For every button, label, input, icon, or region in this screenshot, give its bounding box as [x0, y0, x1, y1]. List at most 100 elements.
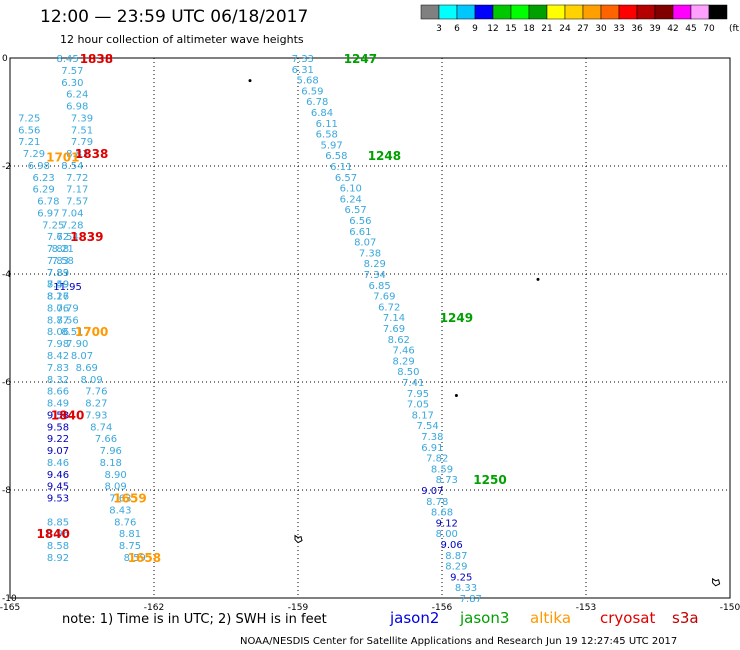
legend-label: 9 [472, 24, 478, 34]
pass-time-label: 1248 [368, 149, 401, 163]
wave-height-value: 7.83 [47, 256, 69, 267]
wave-height-value: 7.90 [66, 339, 88, 350]
wave-height-value: 8.09 [104, 482, 126, 493]
legend-swatch [474, 4, 494, 20]
wave-height-value: 7.34 [364, 270, 386, 281]
wave-height-value: 8.76 [114, 517, 136, 528]
wave-height-value: 6.24 [66, 90, 88, 101]
wave-height-value: 9.12 [436, 518, 458, 529]
wave-height-value: 8.49 [47, 399, 69, 410]
pass-time-label: 1839 [70, 230, 103, 244]
legend-swatch [564, 4, 584, 20]
wave-height-value: 7.82 [426, 454, 448, 465]
y-tick-label: -4 [2, 270, 11, 280]
wave-height-value: 7.54 [56, 232, 78, 243]
wave-height-value: 6.91 [421, 443, 443, 454]
wave-height-value: 7.72 [66, 173, 88, 184]
wave-height-value: 6.56 [349, 216, 371, 227]
legend-label: 33 [613, 24, 624, 34]
wave-height-value: 8.46 [47, 458, 69, 469]
wave-height-value: 6.98 [28, 161, 50, 172]
y-tick-label: -6 [2, 378, 11, 388]
wave-height-value: 7.21 [18, 137, 40, 148]
y-tick-label: -2 [2, 162, 11, 172]
legend-unit: (ft) [729, 24, 740, 34]
pass-time-label: 1250 [473, 473, 506, 487]
satellite-label-0: jason2 [390, 609, 440, 627]
wave-height-value: 8.07 [354, 238, 376, 249]
wave-height-value: 6.72 [378, 302, 400, 313]
x-tick-label: -150 [720, 603, 740, 613]
wave-height-value: 8.74 [90, 422, 112, 433]
wave-height-value: 7.88 [47, 244, 69, 255]
legend-swatch [456, 4, 476, 20]
wave-height-value: 7.62 [47, 232, 69, 243]
wave-height-value: 7.83 [47, 363, 69, 374]
wave-height-value: 8.26 [47, 292, 69, 303]
wave-height-value: 8.32 [47, 375, 69, 386]
wave-height-value: 7.51 [71, 125, 93, 136]
legend-swatch [690, 4, 710, 20]
wave-height-value: 8.85 [47, 517, 69, 528]
legend-swatch [582, 4, 602, 20]
legend-label: 36 [631, 24, 643, 34]
wave-height-value: 7.59 [47, 280, 69, 291]
wave-height-value: 8.68 [431, 508, 453, 519]
wave-height-value: 8.50 [397, 367, 419, 378]
wave-height-value: 8.59 [431, 464, 453, 475]
pass-time-label: 1840 [36, 527, 69, 541]
x-tick-label: -153 [576, 603, 596, 613]
wave-height-value: 6.58 [325, 151, 347, 162]
wave-height-value: 6.97 [37, 208, 59, 219]
wave-height-value: 7.93 [85, 410, 107, 421]
wave-height-value: 8.29 [364, 259, 386, 270]
wave-height-value: 8.62 [388, 335, 410, 346]
wave-height-value: 8.73 [436, 475, 458, 486]
wave-height-value: 7.25 [18, 113, 40, 124]
legend-swatch [546, 4, 566, 20]
wave-height-value: 8.92 [47, 553, 69, 564]
legend-label: 12 [487, 24, 498, 34]
wave-height-value: 8.96 [47, 529, 69, 540]
wave-height-value: 9.07 [421, 486, 443, 497]
wave-height-value: 6.11 [316, 119, 338, 130]
legend-swatch [654, 4, 674, 20]
wave-height-value: 7.63 [109, 494, 131, 505]
legend-swatch [636, 4, 656, 20]
wave-height-value: 8.06 [47, 303, 69, 314]
legend-label: 39 [649, 24, 661, 34]
wave-height-value: 8.66 [47, 387, 69, 398]
wave-height-value: 5.68 [296, 76, 318, 87]
pass-time-label: 1658 [128, 551, 161, 565]
wave-height-value: 7.76 [85, 387, 107, 398]
wave-height-value: 8.75 [119, 541, 141, 552]
y-tick-label: -8 [2, 486, 11, 496]
footer-note: note: 1) Time is in UTC; 2) SWH is in fe… [62, 612, 327, 627]
wave-height-value: 7.28 [61, 220, 83, 231]
wave-height-value: 7.05 [407, 400, 429, 411]
wave-height-value: 8.18 [100, 458, 122, 469]
island-dot [536, 277, 540, 281]
legend-swatch [438, 4, 458, 20]
wave-height-value: 7.29 [23, 149, 45, 160]
y-tick-label: 0 [2, 54, 8, 64]
legend-label: 45 [685, 24, 696, 34]
wave-height-value: 11.95 [53, 282, 82, 293]
legend-swatch [528, 4, 548, 20]
legend-swatch [618, 4, 638, 20]
wave-height-value: 8.42 [47, 351, 69, 362]
wave-height-value: 8.83 [66, 149, 88, 160]
legend-label: 24 [559, 24, 571, 34]
wave-height-value: 9.46 [47, 470, 69, 481]
wave-height-value: 8.29 [445, 562, 467, 573]
wave-height-value: 8.21 [52, 244, 74, 255]
wave-height-value: 6.57 [335, 173, 357, 184]
wave-height-value: 6.11 [330, 162, 352, 173]
wave-height-value: 6.85 [368, 281, 390, 292]
satellite-label-1: jason3 [460, 609, 510, 627]
wave-height-value: 6.78 [37, 197, 59, 208]
wave-height-value: 8.78 [426, 497, 448, 508]
page-subtitle: 12 hour collection of altimeter wave hei… [60, 33, 304, 46]
